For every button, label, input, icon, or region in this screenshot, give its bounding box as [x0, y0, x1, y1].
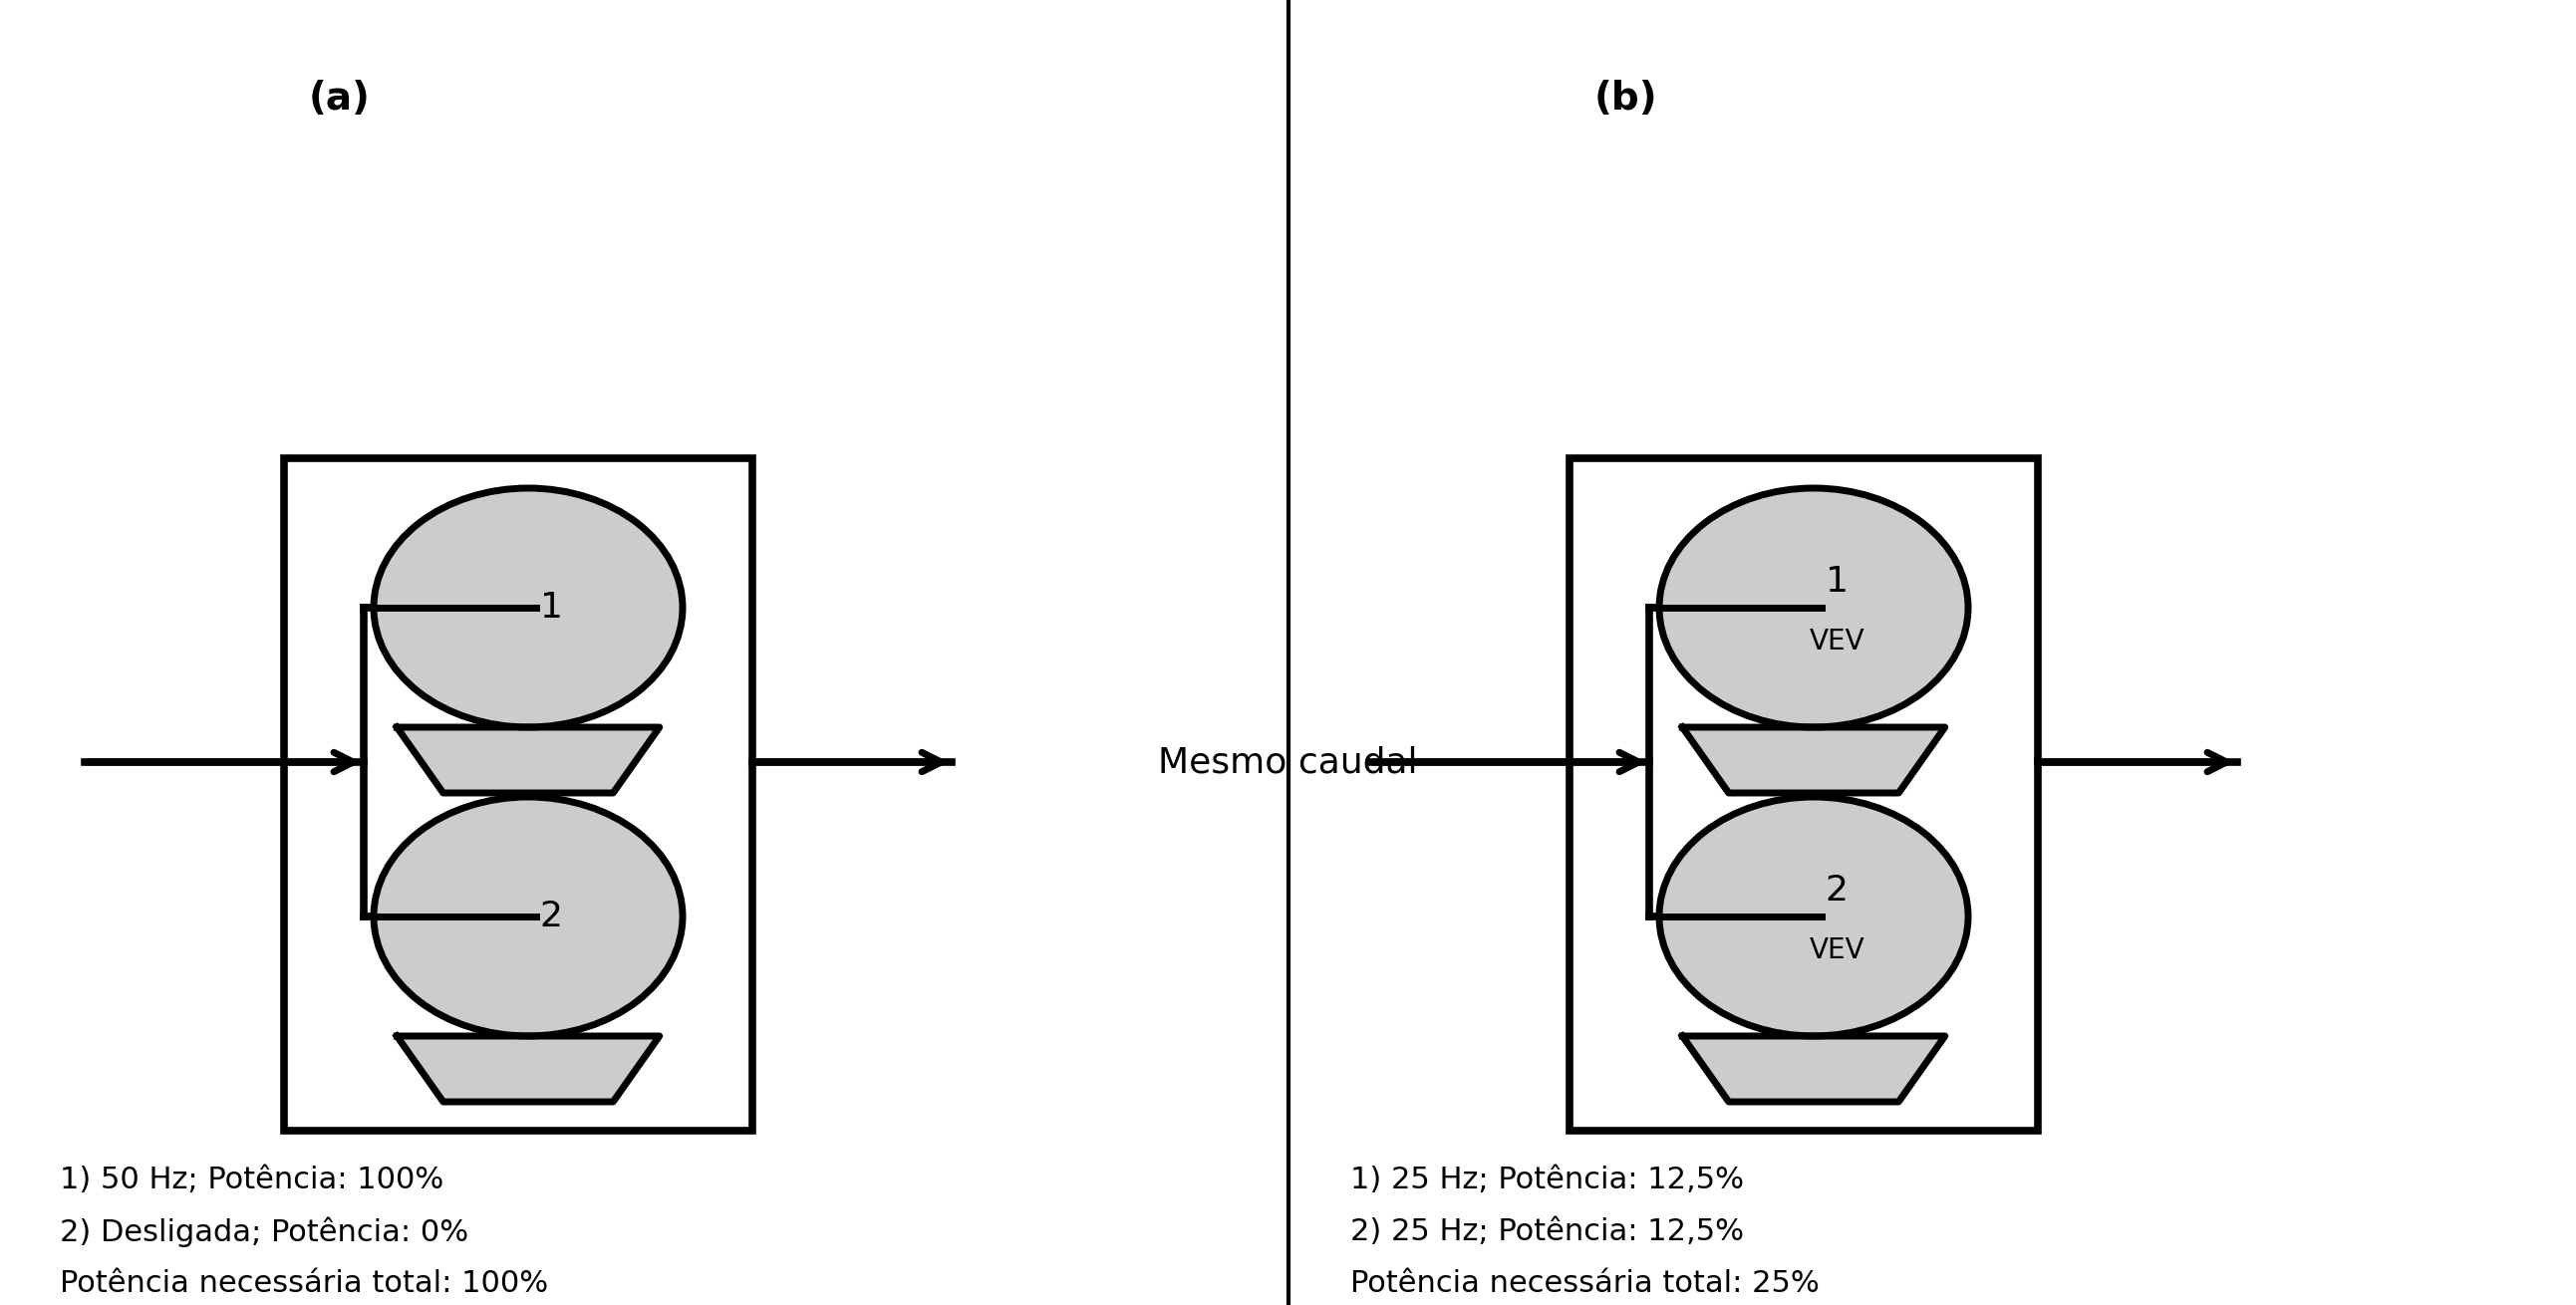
Text: VEV: VEV — [1808, 936, 1865, 964]
Polygon shape — [397, 727, 659, 793]
Text: Mesmo caudal: Mesmo caudal — [1159, 745, 1417, 779]
Polygon shape — [1682, 727, 1945, 793]
Ellipse shape — [374, 488, 683, 727]
Text: 1) 50 Hz; Potência: 100%: 1) 50 Hz; Potência: 100% — [59, 1165, 443, 1194]
Ellipse shape — [1659, 488, 1968, 727]
Polygon shape — [397, 1036, 659, 1101]
Text: (b): (b) — [1595, 80, 1659, 117]
Text: 1: 1 — [541, 591, 562, 625]
Text: 2) Desligada; Potência: 0%: 2) Desligada; Potência: 0% — [59, 1218, 469, 1248]
Text: 1: 1 — [1826, 565, 1850, 598]
Text: Potência necessária total: 100%: Potência necessária total: 100% — [59, 1270, 549, 1298]
Text: 2: 2 — [1826, 873, 1850, 907]
Text: (a): (a) — [309, 80, 371, 117]
Text: 1) 25 Hz; Potência: 12,5%: 1) 25 Hz; Potência: 12,5% — [1350, 1165, 1744, 1194]
Text: Potência necessária total: 25%: Potência necessária total: 25% — [1350, 1270, 1819, 1298]
Ellipse shape — [374, 797, 683, 1036]
Bar — [1569, 458, 2038, 1130]
Ellipse shape — [1659, 797, 1968, 1036]
Text: VEV: VEV — [1808, 628, 1865, 655]
Polygon shape — [1682, 1036, 1945, 1101]
Text: 2: 2 — [541, 899, 562, 933]
Bar — [283, 458, 752, 1130]
Text: 2) 25 Hz; Potência: 12,5%: 2) 25 Hz; Potência: 12,5% — [1350, 1218, 1744, 1246]
